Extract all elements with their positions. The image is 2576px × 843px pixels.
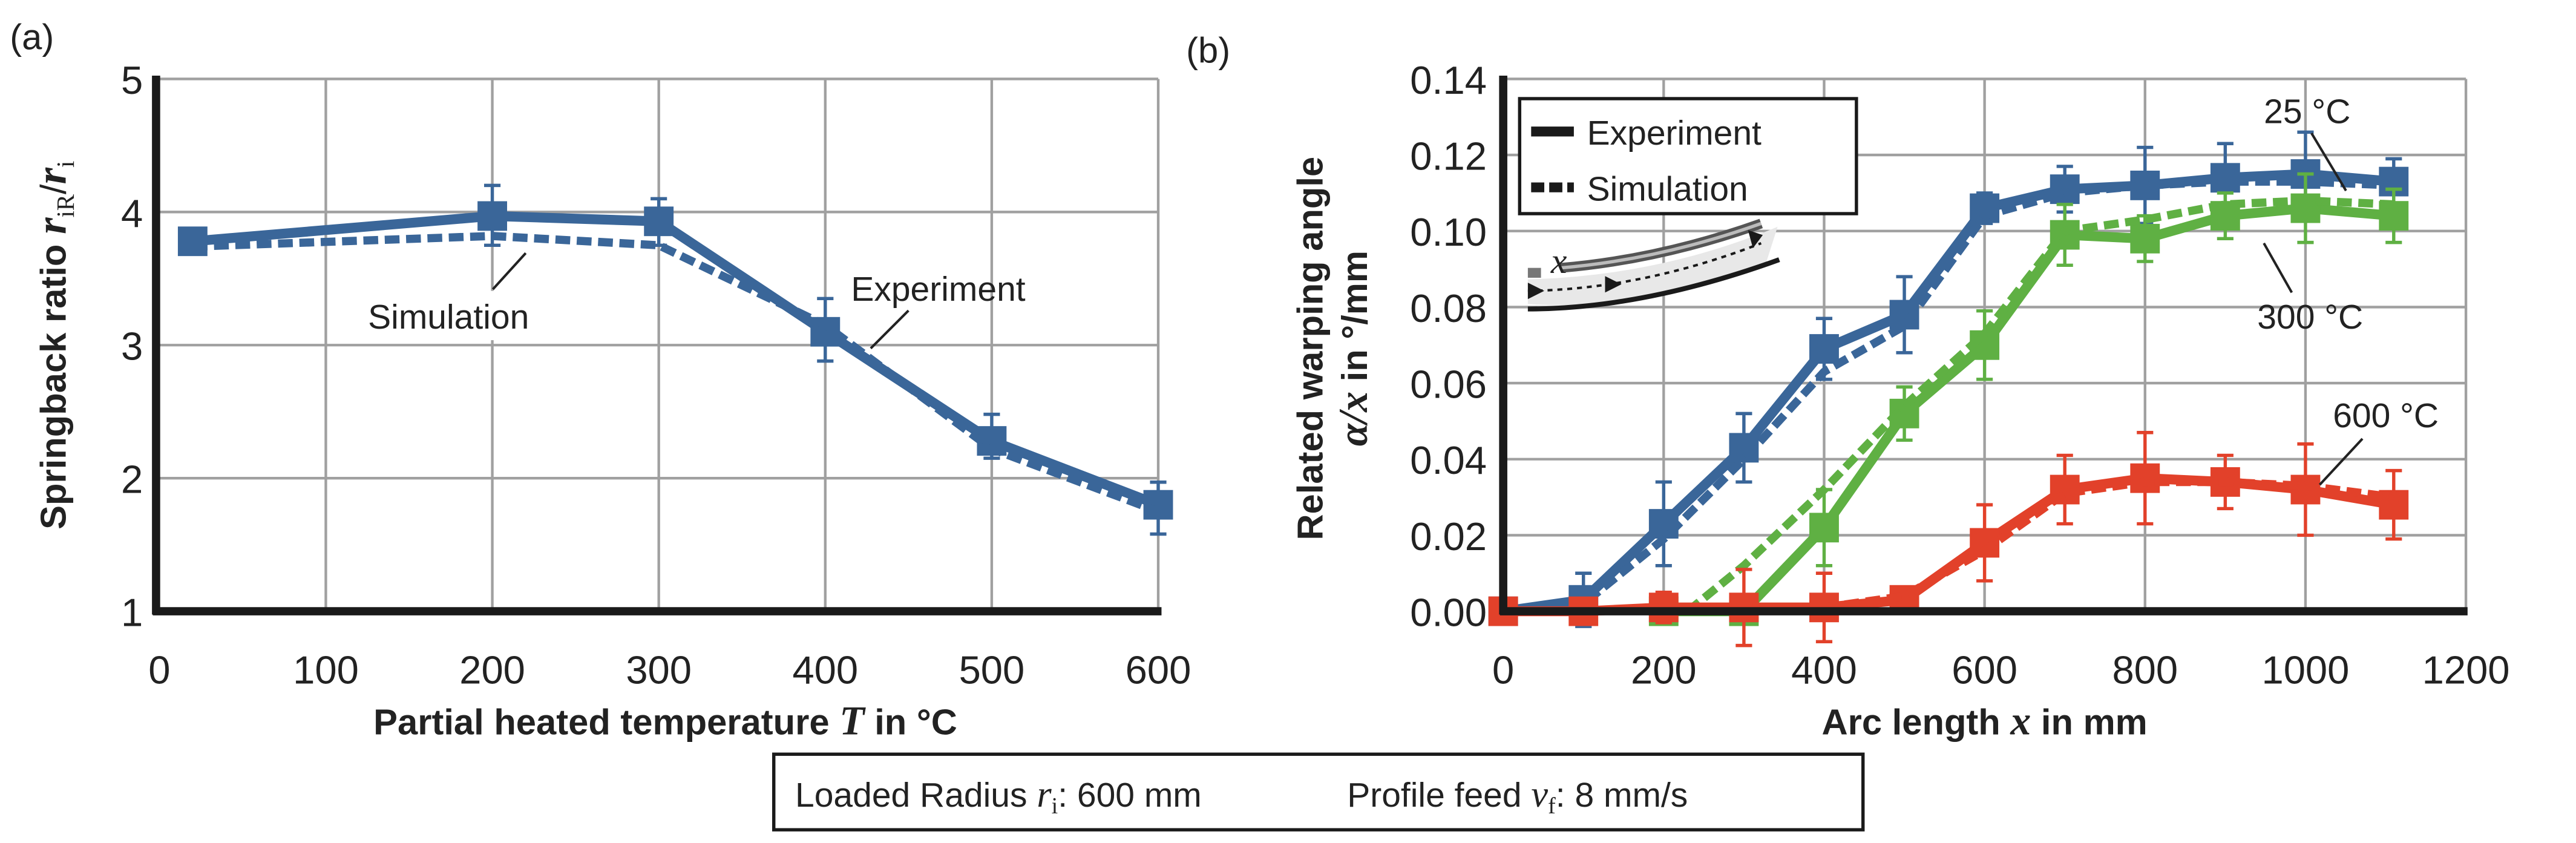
y-tick-label: 2 bbox=[121, 458, 143, 502]
data-point bbox=[1143, 490, 1173, 520]
ticks-a: 0 100 200 300 400 500 600 1 2 3 4 5 bbox=[121, 58, 1191, 692]
legend: Experiment Simulation bbox=[1518, 97, 1858, 215]
data-point bbox=[644, 206, 674, 237]
x-tick-label: 0 bbox=[148, 648, 170, 692]
y-tick-label: 5 bbox=[121, 58, 143, 102]
data-point bbox=[1809, 513, 1839, 543]
annotation-leader-experiment bbox=[870, 309, 909, 350]
annotation-leader-600c bbox=[2318, 438, 2364, 486]
y-tick-label: 3 bbox=[121, 324, 143, 369]
series-line-300-c-experiment bbox=[1663, 203, 2394, 617]
annotation-leader-simulation bbox=[491, 252, 527, 290]
legend-experiment: Experiment bbox=[1587, 114, 1762, 153]
marks-a bbox=[177, 183, 1173, 536]
y-axis-title-a: Springback ratio riR/ri bbox=[28, 161, 80, 530]
x-tick-label: 600 bbox=[1126, 648, 1191, 692]
grid-a bbox=[159, 77, 1160, 612]
y-tick-label: 0.06 bbox=[1410, 362, 1487, 407]
y-tick-label: 0.14 bbox=[1410, 58, 1487, 102]
y-tick-label: 1 bbox=[121, 591, 143, 635]
series-line-25-c-simulation bbox=[1503, 177, 2394, 615]
x-tick-label: 500 bbox=[959, 648, 1025, 692]
data-point bbox=[177, 226, 208, 257]
data-point bbox=[2130, 223, 2160, 254]
x-tick-label: 200 bbox=[459, 648, 525, 692]
data-point bbox=[1809, 334, 1839, 364]
annotation-experiment: Experiment bbox=[851, 270, 1025, 309]
panel-label-b: (b) bbox=[1186, 30, 1230, 70]
data-point bbox=[477, 201, 508, 231]
y-tick-label: 0.04 bbox=[1410, 438, 1487, 482]
y-tick-label: 4 bbox=[121, 191, 143, 235]
loaded-radius-text: Loaded Radius ri: 600 mm bbox=[795, 773, 1202, 819]
chart-a: (a) 0 100 200 300 400 500 600 1 2 3 4 5 Partial hea… bbox=[10, 17, 1191, 744]
series-line-experiment bbox=[192, 211, 1160, 510]
series-line-simulation bbox=[192, 232, 1160, 516]
inset-x-label: x bbox=[1550, 241, 1567, 281]
annotation-bg bbox=[361, 290, 592, 341]
x-tick-label: 0 bbox=[1492, 648, 1514, 692]
series-line-300-c-simulation bbox=[1685, 196, 2394, 615]
profile-feed-text: Profile feed vf: 8 mm/s bbox=[1347, 773, 1688, 819]
profile-schematic-icon: x bbox=[1527, 218, 1780, 312]
panel-label-a: (a) bbox=[10, 17, 54, 57]
annotation-leader-25c bbox=[2310, 132, 2347, 192]
x-tick-label: 100 bbox=[293, 648, 359, 692]
y-tick-label: 0.00 bbox=[1410, 591, 1487, 635]
x-tick-label: 200 bbox=[1631, 648, 1697, 692]
x-tick-label: 600 bbox=[1952, 648, 2017, 692]
y-axis-title-b-line1: Related warping angle bbox=[1290, 157, 1331, 540]
x-tick-label: 400 bbox=[1791, 648, 1857, 692]
x-tick-label: 300 bbox=[626, 648, 692, 692]
series-line-25-c-experiment bbox=[1503, 169, 2394, 617]
x-tick-label: 400 bbox=[792, 648, 858, 692]
x-axis-title-a: Partial heated temperature T in °C bbox=[373, 698, 957, 744]
y-tick-label: 0.10 bbox=[1410, 210, 1487, 254]
annotation-25c: 25 °C bbox=[2264, 93, 2350, 131]
annotation-300c: 300 °C bbox=[2257, 298, 2363, 336]
annotation-leader-300c bbox=[2263, 242, 2293, 294]
y-tick-label: 0.08 bbox=[1410, 286, 1487, 330]
x-tick-label: 1200 bbox=[2422, 648, 2510, 692]
x-axis-title-b: Arc length x in mm bbox=[1821, 698, 2147, 744]
annotation-600c: 600 °C bbox=[2333, 396, 2439, 435]
chart-b: (b) 0 200 400 600 800 1000 1200 0.00 0.02 0.04 0.0… bbox=[1186, 30, 2509, 743]
annotation-simulation: Simulation bbox=[368, 298, 529, 336]
y-axis-title-b-line2: α/x in °/mm bbox=[1331, 251, 1376, 446]
y-tick-label: 0.12 bbox=[1410, 134, 1487, 179]
ticks-b: 0 200 400 600 800 1000 1200 0.00 0.02 0.04 0.06 0.0… bbox=[1410, 58, 2509, 692]
test-conditions-box: Loaded Radius ri: 600 mm Profile feed vf… bbox=[772, 752, 1865, 832]
legend-simulation: Simulation bbox=[1587, 169, 1748, 208]
y-tick-label: 0.02 bbox=[1410, 514, 1487, 559]
x-tick-label: 1000 bbox=[2261, 648, 2349, 692]
x-tick-label: 800 bbox=[2112, 648, 2178, 692]
